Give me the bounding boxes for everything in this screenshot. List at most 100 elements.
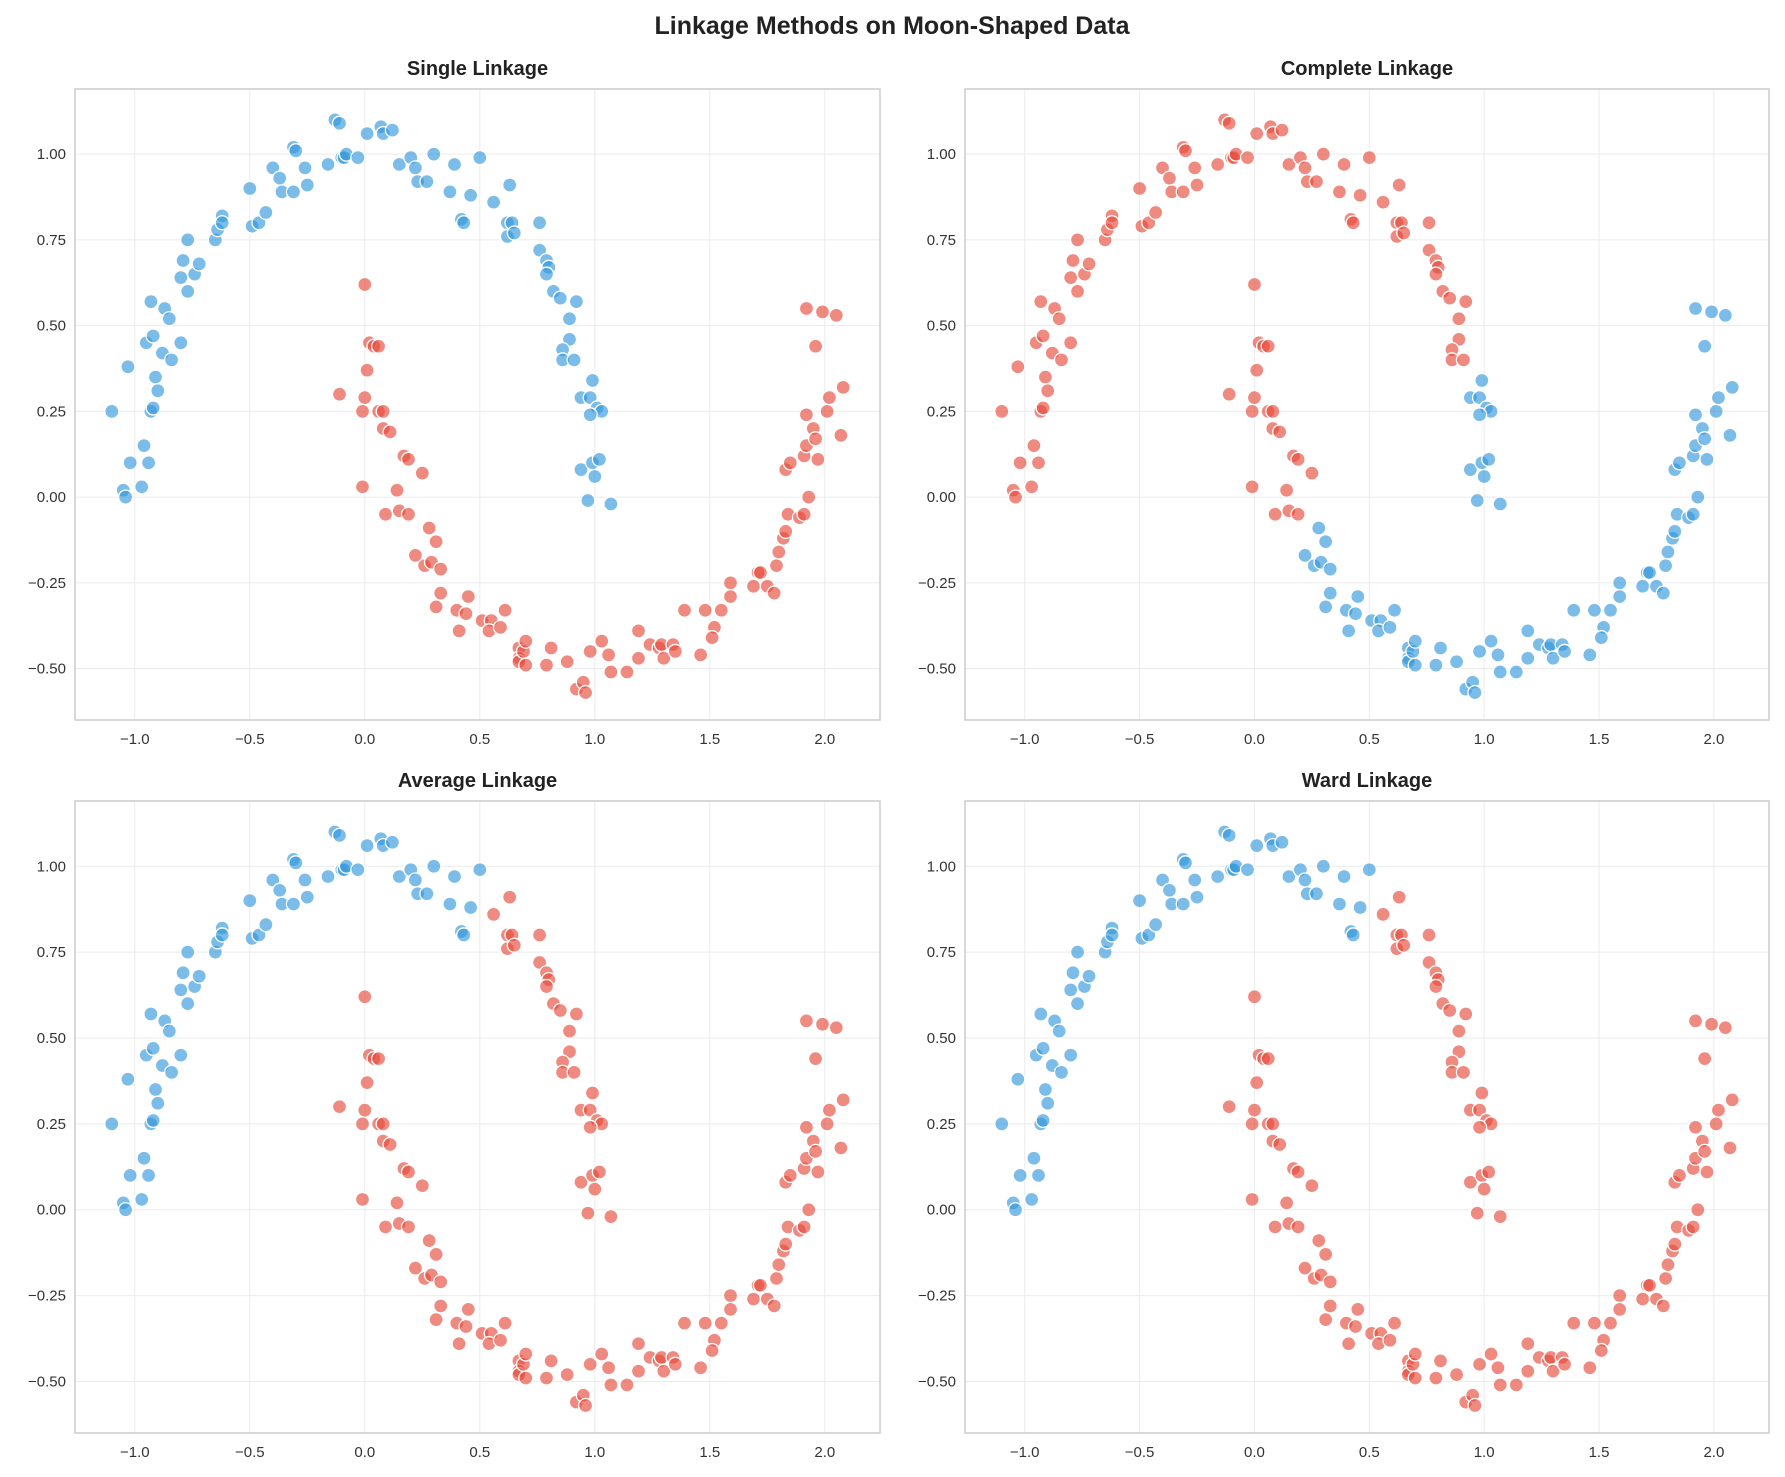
y-tick-label: 0.00 [37,1202,66,1219]
scatter-point-cluster-1 [451,1336,467,1352]
subplot-title: Ward Linkage [1302,770,1432,792]
scatter-point-cluster-1 [1708,1116,1724,1132]
scatter-point-cluster-1 [354,1191,371,1208]
scatter-point-cluster-1 [722,588,739,605]
scatter-point-cluster-1 [819,1116,835,1132]
scatter-point-cluster-0 [288,143,304,159]
scatter-point-cluster-0 [1593,630,1609,646]
scatter-point-cluster-1 [807,431,824,447]
scatter-point-cluster-1 [1481,1164,1497,1180]
scatter-point-cluster-1 [375,1116,391,1132]
scatter-point-cluster-0 [1687,300,1704,317]
scatter-point-cluster-1 [1265,403,1281,420]
scatter-point-cluster-0 [1471,407,1488,423]
scatter-point-cluster-1 [1065,252,1081,269]
y-tick-label: 0.25 [927,403,956,420]
scatter-point-cluster-0 [1492,496,1508,512]
scatter-point-cluster-1 [1471,1119,1488,1135]
scatter-point-cluster-1 [377,506,394,522]
scatter-point-cluster-0 [456,215,472,231]
scatter-point-cluster-0 [603,496,619,512]
y-tick-label: 1.00 [927,146,956,163]
scatter-points [104,824,851,1414]
scatter-point-cluster-1 [630,650,647,666]
scatter-point-cluster-1 [1246,1102,1263,1118]
scatter-point-cluster-1 [1189,177,1205,193]
scatter-point-cluster-1 [428,1246,444,1263]
scatter-point-cluster-0 [1051,1023,1067,1039]
axes-frame [964,800,1770,1434]
scatter-point-cluster-0 [426,146,442,162]
scatter-point-cluster-0 [145,400,161,416]
scatter-point-cluster-1 [1177,143,1194,159]
scatter-point-cluster-1 [428,534,444,550]
scatter-point-cluster-0 [1352,899,1368,916]
scatter-point-cluster-1 [667,1356,683,1372]
scatter-point-cluster-0 [359,125,375,142]
y-tick-label: 0.50 [37,318,66,335]
scatter-point-cluster-0 [446,868,463,885]
scatter-point-cluster-1 [1007,489,1024,505]
scatter-point-cluster-1 [814,1016,831,1032]
scatter-point-cluster-1 [1290,1164,1306,1180]
scatter-point-cluster-1 [377,1219,394,1235]
scatter-point-cluster-1 [1566,1315,1582,1331]
scatter-point-cluster-1 [676,1315,693,1331]
scatter-point-cluster-0 [1350,588,1366,605]
scatter-point-cluster-1 [370,1050,387,1067]
scatter-point-cluster-1 [518,657,534,673]
scatter-point-cluster-1 [801,489,817,505]
scatter-point-cluster-1 [1685,1219,1701,1235]
x-tick-label: −0.5 [1125,1444,1155,1461]
scatter-point-cluster-0 [587,468,603,485]
scatter-point-cluster-0 [1148,917,1164,933]
scatter-point-cluster-0 [1189,889,1205,905]
scatter-point-cluster-1 [1318,1246,1334,1263]
scatter-point-cluster-1 [1375,906,1391,922]
scatter-point-cluster-0 [1187,872,1203,888]
scatter-point-cluster-1 [421,520,437,536]
scatter-point-cluster-0 [1586,602,1603,618]
scatter-point-cluster-1 [1657,1270,1674,1287]
scatter-point-cluster-0 [299,889,315,905]
scatter-point-cluster-1 [552,1002,568,1019]
scatter-point-cluster-1 [506,937,522,953]
scatter-point-cluster-1 [1340,1336,1357,1352]
scatter-point-cluster-1 [1030,455,1047,471]
scatter-point-cluster-0 [1671,455,1688,471]
scatter-point-cluster-1 [357,276,373,293]
scatter-point-cluster-1 [460,588,476,605]
scatter-point-cluster-0 [1641,564,1658,581]
scatter-point-cluster-0 [1311,520,1327,536]
scatter-point-cluster-0 [320,156,336,173]
scatter-point-cluster-1 [370,338,387,354]
scatter-point-cluster-0 [1161,882,1178,898]
scatter-point-cluster-1 [1471,1356,1488,1372]
scatter-points [994,112,1740,701]
x-tick-label: 1.0 [584,1444,605,1461]
scatter-point-cluster-1 [697,602,713,618]
scatter-point-cluster-0 [1699,451,1715,468]
scatter-point-cluster-1 [400,451,417,468]
scatter-point-cluster-0 [1710,389,1727,406]
scatter-point-cluster-1 [518,1346,534,1362]
subplot-title: Complete Linkage [1281,58,1453,80]
scatter-point-cluster-1 [1382,1332,1398,1348]
x-tick-label: 0.5 [1359,731,1380,748]
scatter-point-cluster-1 [1612,1287,1628,1304]
scatter-point-cluster-1 [1352,187,1368,203]
scatter-point-cluster-1 [357,389,373,406]
scatter-point-cluster-1 [1602,1315,1619,1331]
scatter-point-cluster-1 [1069,232,1086,248]
scatter-point-cluster-0 [140,455,157,471]
y-tick-label: 0.00 [927,489,956,506]
scatter-point-cluster-0 [1037,1081,1054,1098]
scatter-point-cluster-1 [1345,215,1361,231]
scatter-point-cluster-1 [1051,311,1067,327]
scatter-point-cluster-0 [419,173,435,190]
scatter-point-cluster-1 [421,1233,437,1249]
scatter-point-cluster-0 [1407,657,1423,673]
scatter-point-cluster-1 [518,633,534,649]
scatter-point-cluster-0 [175,252,191,269]
x-tick-label: 2.0 [1703,731,1724,748]
